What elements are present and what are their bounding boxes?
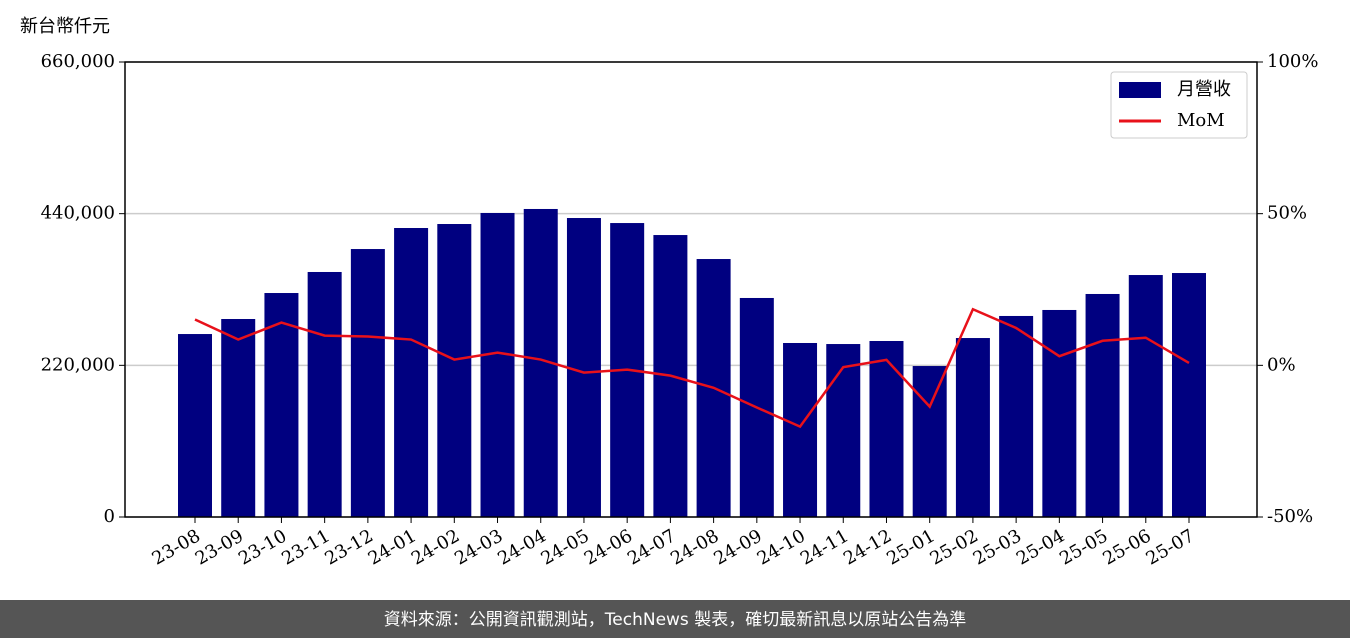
y2-tick-label: 50% [1267,203,1307,224]
x-tick-label: 25-02 [926,525,981,569]
bar [826,344,861,517]
x-tick-label: 23-08 [149,525,204,569]
bar [566,218,601,518]
x-tick-label: 24-09 [710,525,765,569]
bar [307,271,342,517]
bar [783,342,818,517]
x-tick-label: 24-12 [840,525,895,569]
line [194,307,1190,429]
x-tick-label: 25-03 [970,525,1025,569]
legend-swatch [1119,82,1161,98]
y-tick-label: 220,000 [41,354,115,375]
y-tick-label: 660,000 [41,51,115,72]
bar [437,224,472,517]
bar [1172,273,1206,517]
x-tick-label: 24-10 [754,525,809,569]
legend-label: 月營收 [1177,79,1231,100]
y2-tick-label: 100% [1267,51,1318,72]
x-tick-label: 23-09 [192,525,247,569]
x-tick-label: 23-11 [278,525,333,569]
legend-label: MoM [1177,110,1225,131]
bar [394,228,429,518]
bar [264,293,299,517]
bar [1085,293,1120,517]
x-tick-label: 24-07 [624,525,679,569]
x-tick-label: 25-04 [1013,525,1068,569]
x-tick-label: 23-10 [235,525,290,569]
bar [1042,309,1077,517]
y-tick-label: 0 [104,506,115,527]
y-tick-label: 440,000 [41,203,115,224]
x-tick-label: 25-07 [1143,525,1198,569]
y2-tick-label: -50% [1267,506,1313,527]
bar [999,315,1034,517]
x-tick-label: 23-12 [321,525,376,569]
bar [955,338,990,517]
x-tick-label: 25-06 [1099,525,1154,569]
x-tick-label: 24-01 [365,525,420,569]
x-tick-label: 24-03 [451,525,506,569]
bar [869,340,904,517]
x-tick-label: 24-04 [494,525,549,569]
bar [912,366,947,517]
x-tick-label: 24-05 [538,525,593,569]
x-tick-label: 25-05 [1056,525,1111,569]
y2-tick-label: 0% [1267,354,1296,375]
y-axis-label: 新台幣仟元 [20,16,110,37]
x-tick-label: 24-11 [797,525,852,569]
x-tick-label: 24-08 [667,525,722,569]
plot-frame [124,61,1258,518]
bar [178,334,212,517]
bar [480,212,515,517]
x-tick-label: 25-01 [883,525,938,569]
bar [1128,275,1163,517]
x-tick-label: 24-02 [408,525,463,569]
bar [221,319,256,517]
x-tick-label: 24-06 [581,525,636,569]
bar [350,249,385,517]
footer-band [0,600,1350,638]
footer: 資料來源：公開資訊觀測站，TechNews 製表，確切最新訊息以原站公告為準 [384,610,966,630]
